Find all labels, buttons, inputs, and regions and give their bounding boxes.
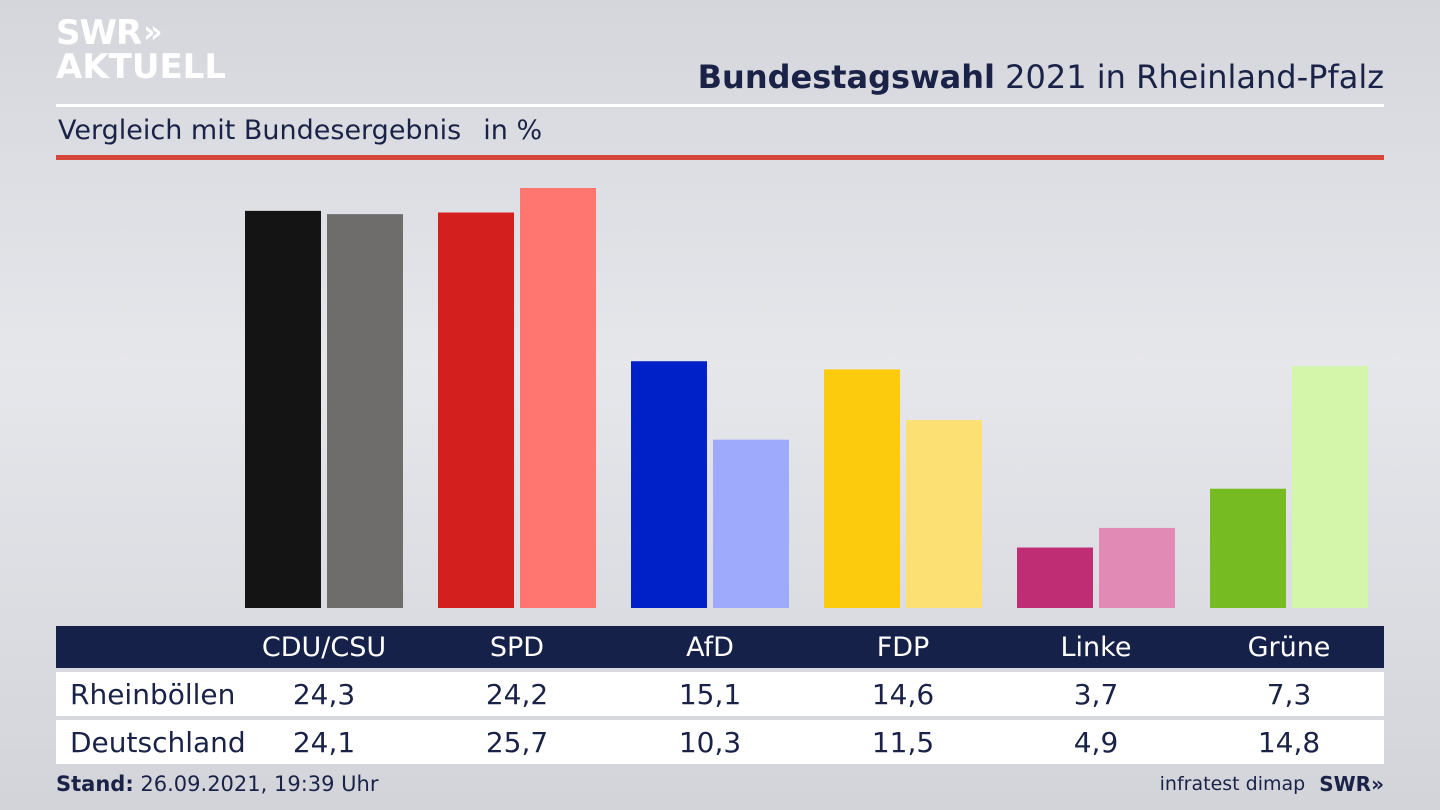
accent-divider xyxy=(56,155,1384,160)
value-cell: 14,8 xyxy=(1257,725,1321,759)
bar-afd-deutschland xyxy=(713,439,789,608)
page-title: Bundestagswahl 2021 in Rheinland-Pfalz xyxy=(698,58,1384,96)
value-cell: 14,6 xyxy=(871,677,935,711)
results-table: CDU/CSU SPD AfD FDP Linke Grüne Rheinböllen 24… xyxy=(56,626,1384,764)
value-cell: 24,1 xyxy=(292,725,356,759)
bar-linke-rheinböllen xyxy=(1017,547,1093,608)
column-header: Linke xyxy=(1060,631,1132,663)
value-cell: 4,9 xyxy=(1073,725,1119,759)
row-label: Rheinböllen xyxy=(70,677,236,711)
swr-small-logo: SWR» xyxy=(1319,772,1384,796)
bar-cdu-csu-deutschland xyxy=(327,214,403,608)
source-label: infratest dimap xyxy=(1159,773,1306,795)
bar-afd-rheinböllen xyxy=(631,361,707,608)
title-divider xyxy=(56,104,1384,107)
bar-gr-ne-rheinböllen xyxy=(1210,488,1286,608)
bar-chart xyxy=(245,188,1368,609)
value-cell: 10,3 xyxy=(678,725,742,759)
bar-spd-deutschland xyxy=(520,188,596,608)
subtitle-text: Vergleich mit Bundesergebnis xyxy=(58,115,462,146)
stand-value: 26.09.2021, 19:39 Uhr xyxy=(133,772,379,796)
chart-subtitle: Vergleich mit Bundesergebnis in % xyxy=(58,115,542,146)
column-header: Grüne xyxy=(1247,631,1331,663)
bar-linke-deutschland xyxy=(1099,527,1175,608)
subtitle-unit: in % xyxy=(483,115,543,146)
value-cell: 15,1 xyxy=(678,677,742,711)
value-cell: 11,5 xyxy=(871,725,935,759)
logo-swr: SWR xyxy=(56,13,142,53)
column-header: AfD xyxy=(686,631,734,663)
column-header: FDP xyxy=(876,631,930,663)
row-label: Deutschland xyxy=(70,725,246,759)
title-rest: 2021 in Rheinland-Pfalz xyxy=(995,58,1384,96)
table-row: Deutschland 24,1 25,7 10,3 11,5 4,9 14,8 xyxy=(56,720,1384,764)
source-credit: infratest dimap SWR» xyxy=(1160,772,1384,796)
bar-fdp-rheinböllen xyxy=(824,369,900,608)
column-header: CDU/CSU xyxy=(261,631,387,663)
value-cell: 7,3 xyxy=(1266,677,1312,711)
bar-spd-rheinböllen xyxy=(438,212,514,609)
stand-label: Stand: xyxy=(56,772,134,796)
value-cell: 25,7 xyxy=(485,725,549,759)
column-header: SPD xyxy=(489,631,545,663)
value-cell: 24,2 xyxy=(485,677,549,711)
bar-gr-ne-deutschland xyxy=(1292,366,1368,608)
bar-fdp-deutschland xyxy=(906,420,982,608)
title-bold: Bundestagswahl xyxy=(697,58,995,96)
timestamp: Stand: 26.09.2021, 19:39 Uhr xyxy=(56,772,379,796)
swr-aktuell-logo: SWR» AKTUELL xyxy=(56,16,226,84)
table-row: Rheinböllen 24,3 24,2 15,1 14,6 3,7 7,3 xyxy=(56,672,1384,716)
logo-aktuell: AKTUELL xyxy=(56,47,227,87)
value-cell: 3,7 xyxy=(1073,677,1119,711)
table-header: CDU/CSU SPD AfD FDP Linke Grüne xyxy=(56,626,1384,668)
bar-cdu-csu-rheinböllen xyxy=(245,210,321,608)
value-cell: 24,3 xyxy=(292,677,356,711)
